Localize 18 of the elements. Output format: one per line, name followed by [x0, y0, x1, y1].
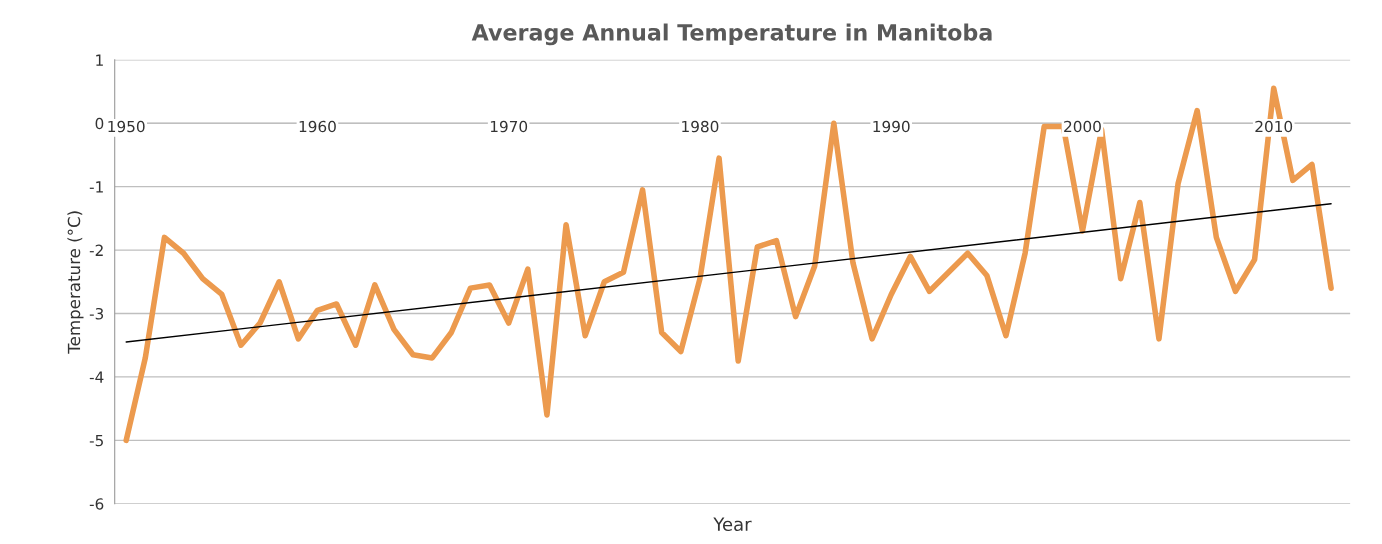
y-tick-label: -3	[89, 307, 104, 320]
y-tick-label: -2	[89, 244, 103, 256]
x-tick-label: 2000	[1064, 120, 1101, 133]
x-tick-label: 1980	[682, 120, 719, 133]
x-axis-title: Year	[713, 517, 752, 532]
y-tick-label: 0	[95, 117, 104, 130]
x-tick-label: 1960	[299, 120, 336, 133]
y-tick-label: 1	[96, 54, 103, 66]
y-tick-label: -4	[89, 371, 104, 383]
y-tick-label: -5	[89, 435, 103, 447]
x-tick-label: 1970	[490, 120, 528, 133]
x-tick-label: 2010	[1255, 120, 1293, 133]
x-tick-label: 1950	[108, 120, 145, 133]
y-axis-title: Temperature (°C)	[67, 211, 84, 354]
y-tick-label: -6	[89, 498, 104, 510]
y-tick-label: -1	[89, 181, 103, 193]
chart-title: Average Annual Temperature in Manitoba	[471, 23, 992, 46]
x-tick-label: 1990	[873, 120, 910, 133]
